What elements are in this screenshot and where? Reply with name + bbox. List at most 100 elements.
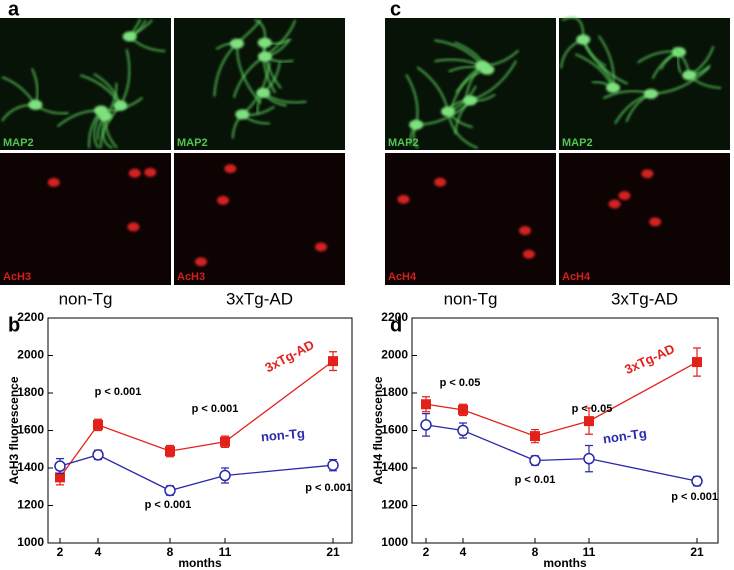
y-tick-label: 2000 (17, 348, 44, 362)
micrograph (385, 153, 556, 285)
point (165, 446, 175, 457)
x-tick-label: 4 (460, 545, 467, 559)
micrograph (174, 18, 345, 150)
y-tick-label: 2200 (17, 310, 44, 324)
soma (235, 109, 250, 120)
nucleus (47, 177, 60, 187)
series-label: non-Tg (260, 426, 305, 445)
nucleus (195, 257, 208, 267)
y-tick-label: 1200 (381, 498, 408, 512)
soma (576, 34, 591, 45)
point (54, 460, 66, 472)
soma (409, 119, 424, 130)
point (93, 419, 103, 430)
nucleus (144, 167, 157, 177)
series-label: 3xTg-AD (622, 341, 677, 377)
nucleus (224, 164, 237, 174)
y-tick-label: 1800 (17, 385, 44, 399)
image-label: AcH4 (562, 271, 591, 283)
panel-letter: c (390, 0, 401, 20)
x-tick-label: 21 (326, 545, 340, 559)
point (691, 475, 703, 487)
y-tick-label: 1200 (17, 498, 44, 512)
soma (28, 99, 43, 110)
y-tick-label: 1000 (17, 535, 44, 549)
nucleus (649, 217, 662, 227)
series-label: non-Tg (602, 425, 648, 446)
soma (229, 38, 244, 49)
annotation: p < 0.001 (671, 491, 718, 503)
image-caption: non-Tg (59, 289, 113, 308)
x-tick-label: 2 (57, 545, 64, 559)
series-label: 3xTg-AD (262, 337, 316, 375)
soma (122, 31, 137, 42)
y-tick-label: 2200 (381, 310, 408, 324)
nucleus (315, 242, 328, 252)
series-line (59, 454, 334, 492)
nucleus (217, 195, 230, 205)
x-tick-label: 11 (583, 545, 596, 559)
point (420, 419, 432, 431)
soma (94, 105, 109, 116)
y-tick-label: 2000 (381, 348, 408, 362)
soma (475, 60, 490, 71)
soma (257, 51, 272, 62)
annotation: p < 0.05 (572, 403, 613, 415)
nucleus (522, 249, 535, 259)
x-tick-label: 8 (532, 545, 539, 559)
annotation: p < 0.001 (192, 403, 239, 415)
image-label: MAP2 (562, 137, 593, 149)
soma (441, 106, 456, 117)
x-tick-label: 11 (219, 545, 232, 559)
soma (113, 100, 128, 111)
y-tick-label: 1600 (17, 423, 44, 437)
point (458, 404, 468, 415)
micrographs (0, 16, 730, 285)
point (327, 459, 339, 471)
x-tick-label: 4 (95, 545, 102, 559)
x-tick-label: 2 (423, 545, 430, 559)
nucleus (519, 226, 532, 236)
soma (463, 95, 478, 106)
point (92, 449, 104, 461)
soma (257, 37, 272, 48)
point (55, 472, 65, 483)
annotation: p < 0.001 (145, 499, 192, 511)
annotation: p < 0.01 (515, 474, 556, 486)
point (421, 399, 431, 410)
nucleus (641, 169, 654, 179)
image-caption: 3xTg-AD (611, 289, 678, 308)
nucleus (608, 199, 621, 209)
image-caption: non-Tg (444, 289, 498, 308)
image-label: MAP2 (388, 137, 419, 149)
point (220, 436, 230, 447)
panel-letter: d (390, 314, 402, 336)
point (219, 469, 231, 482)
x-tick-label: 8 (167, 545, 174, 559)
x-axis-label: months (178, 556, 222, 570)
point (328, 356, 338, 367)
image-label: MAP2 (177, 137, 208, 149)
panel-letter: b (8, 314, 20, 336)
series-line (425, 361, 698, 437)
nucleus (127, 222, 140, 232)
point (164, 484, 176, 497)
panel-letter: a (8, 0, 20, 20)
nucleus (128, 168, 141, 178)
x-axis-label: months (543, 556, 587, 570)
nucleus (397, 194, 410, 204)
y-axis-label: AcH3 fluorescence (7, 376, 21, 484)
image-label: AcH4 (388, 271, 417, 283)
image-label: AcH3 (177, 271, 205, 283)
x-tick-label: 21 (690, 545, 704, 559)
point (692, 357, 702, 368)
soma (256, 87, 271, 98)
micrograph (0, 153, 171, 285)
nucleus (618, 191, 631, 201)
point (584, 416, 594, 427)
image-caption: 3xTg-AD (226, 289, 293, 308)
point (457, 424, 469, 437)
point (530, 431, 540, 442)
micrograph (0, 18, 171, 150)
